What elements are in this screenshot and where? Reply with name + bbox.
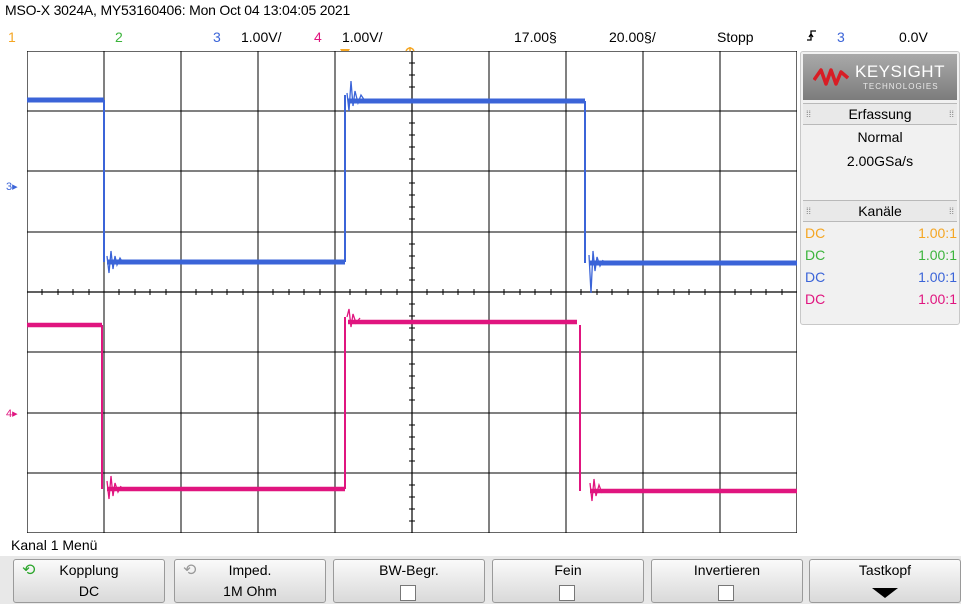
bw-limit-checkbox[interactable] [400, 585, 416, 601]
arrow-down-icon [872, 588, 898, 598]
graticule-grid [27, 51, 797, 533]
trigger-channel: 3 [837, 29, 845, 45]
channel-row-3: DC 1.00:1 [805, 269, 957, 285]
trigger-edge-icon [805, 27, 819, 48]
invert-softkey[interactable]: Invertieren [651, 559, 803, 603]
window-title: MSO-X 3024A, MY53160406: Mon Oct 04 13:0… [5, 2, 351, 18]
ch3-ground-marker[interactable]: 3▸ [6, 180, 18, 193]
channels-header-label: Kanäle [858, 203, 902, 219]
status-bar: 1 2 3 1.00V/ 4 1.00V/ 17.00§ 20.00§/ Sto… [0, 26, 961, 48]
sample-rate: 2.00GSa/s [846, 153, 914, 169]
ch2-indicator[interactable]: 2 [115, 29, 123, 45]
brand-name: KEYSIGHT [855, 62, 945, 81]
coupling-softkey[interactable]: ⟲ Kopplung DC [13, 559, 165, 603]
menu-title: Kanal 1 Menü [11, 537, 98, 553]
grip-icon: ⁞⁞ [806, 109, 812, 119]
acquisition-header[interactable]: ⁞⁞ Erfassung ⁞⁞ [803, 103, 957, 125]
trigger-level: 0.0V [899, 29, 928, 45]
channel-row-1: DC 1.00:1 [805, 225, 957, 241]
ch4-ground-marker[interactable]: 4▸ [6, 407, 18, 420]
grip-icon: ⁞⁞ [948, 109, 954, 119]
rotate-knob-icon: ⟲ [22, 562, 36, 579]
ground-arrow-icon: ▸ [12, 181, 18, 193]
horizontal-delay: 17.00§ [514, 29, 557, 45]
info-panel: KEYSIGHT TECHNOLOGIES ⁞⁞ Erfassung ⁞⁞ No… [800, 51, 960, 325]
acquisition-mode: Normal [857, 129, 903, 145]
channel-row-4: DC 1.00:1 [805, 291, 957, 307]
brand-sub: TECHNOLOGIES [863, 82, 939, 91]
ch3-indicator[interactable]: 3 [213, 29, 221, 45]
ch4-scale: 1.00V/ [342, 29, 383, 45]
softkey-bar: ⟲ Kopplung DC ⟲ Imped. 1M Ohm BW-Begr. F… [0, 556, 961, 604]
channel-row-2: DC 1.00:1 [805, 247, 957, 263]
impedance-softkey[interactable]: ⟲ Imped. 1M Ohm [174, 559, 326, 603]
run-state: Stopp [717, 29, 754, 45]
brand-banner: KEYSIGHT TECHNOLOGIES [803, 54, 957, 100]
grip-icon: ⁞⁞ [806, 206, 812, 216]
channel-4-trace [27, 308, 797, 502]
fine-checkbox[interactable] [559, 585, 575, 601]
keysight-logo-icon [813, 68, 849, 86]
ch4-marker-label: 4 [6, 408, 13, 420]
acquisition-header-label: Erfassung [848, 106, 912, 122]
waveform-display[interactable] [27, 51, 797, 533]
fine-softkey[interactable]: Fein [492, 559, 644, 603]
bw-limit-softkey[interactable]: BW-Begr. [333, 559, 485, 603]
ch4-indicator[interactable]: 4 [314, 29, 322, 45]
channels-header[interactable]: ⁞⁞ Kanäle ⁞⁞ [803, 200, 957, 222]
ch3-marker-label: 3 [6, 181, 13, 193]
ground-arrow-icon: ▸ [12, 408, 18, 420]
graticule-minor-ticks [41, 62, 783, 522]
channel-3-trace [27, 80, 797, 294]
invert-checkbox[interactable] [718, 585, 734, 601]
ch3-scale: 1.00V/ [241, 29, 282, 45]
timebase-scale: 20.00§/ [609, 29, 656, 45]
grip-icon: ⁞⁞ [948, 206, 954, 216]
ch1-indicator[interactable]: 1 [8, 29, 16, 45]
rotate-knob-icon: ⟲ [183, 562, 197, 579]
probe-softkey[interactable]: Tastkopf [809, 559, 961, 603]
